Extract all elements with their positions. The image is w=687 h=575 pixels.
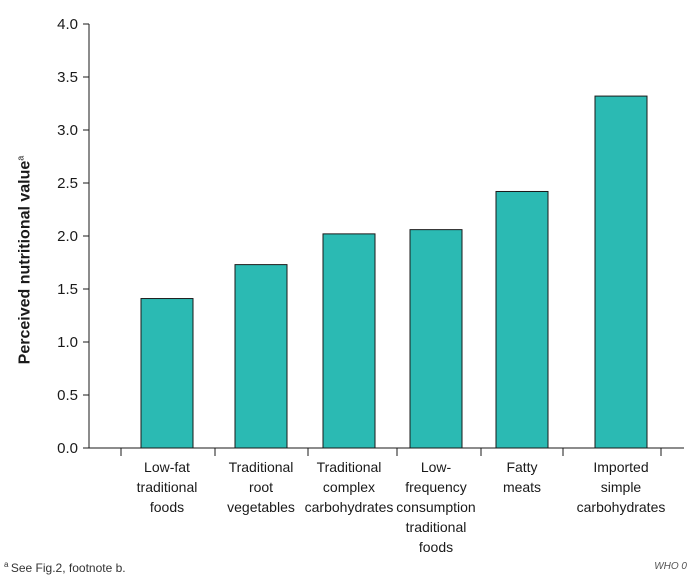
y-tick-label: 1.0: [57, 334, 78, 351]
footnote-text: See Fig.2, footnote b.: [10, 561, 126, 575]
x-tick-label-line: Fatty: [506, 459, 537, 475]
y-tick-label: 3.0: [57, 122, 78, 139]
y-tick-label: 1.5: [57, 281, 78, 298]
x-tick-label-line: Low-fat: [144, 459, 190, 475]
y-tick-label: 2.5: [57, 175, 78, 192]
x-tick-labels: Low-fat traditional foods Traditional root ve…: [137, 459, 666, 555]
bar: [140, 298, 194, 449]
bar: [234, 264, 288, 449]
y-axis-title-footnote-marker: a: [15, 155, 26, 161]
y-tick-label: 0.5: [57, 387, 78, 404]
x-tick-label-line: Traditional: [317, 459, 382, 475]
y-tick-label: 3.5: [57, 69, 78, 86]
x-tick-label-line: traditional: [406, 519, 467, 535]
x-tick-label-line: simple: [601, 479, 642, 495]
x-tick-label-line: carbohydrates: [305, 499, 394, 515]
x-tick-label-line: foods: [150, 499, 184, 515]
x-tick-label-line: Low-: [421, 459, 452, 475]
x-tick-label: Low-frequency consumption traditional foods: [396, 459, 475, 555]
x-tick-label-line: root: [249, 479, 273, 495]
y-axis-title: Perceived nutritional valuea: [14, 156, 36, 365]
y-axis: 0.0 0.5 1.0 1.5 2.0 2.5 3.0 3.5 4.0: [57, 16, 90, 457]
bars: [140, 95, 648, 449]
x-tick-label-line: foods: [419, 539, 453, 555]
y-tick-label: 0.0: [57, 440, 78, 457]
x-tick-label-line: Imported: [593, 459, 648, 475]
x-tick-label: Imported simple carbohydrates: [577, 459, 666, 515]
x-tick-label-line: meats: [503, 479, 541, 495]
footnote-marker: a: [4, 560, 9, 569]
x-tick-label-line: complex: [323, 479, 375, 495]
x-tick-label-line: carbohydrates: [577, 499, 666, 515]
bar: [594, 95, 648, 449]
x-tick-label-line: frequency: [405, 479, 466, 495]
x-tick-label: Low-fat traditional foods: [137, 459, 198, 515]
footnote: a See Fig.2, footnote b.: [4, 560, 126, 575]
x-tick-label: Fatty meats: [503, 459, 541, 495]
x-tick-label-line: Traditional: [229, 459, 294, 475]
x-tick-label: Traditional complex carbohydrates: [305, 459, 394, 515]
credit-text: WHO 0: [654, 561, 687, 572]
y-axis-title-text: Perceived nutritional value: [16, 160, 34, 365]
bar: [322, 233, 376, 449]
y-tick-label: 2.0: [57, 228, 78, 245]
bar: [495, 190, 549, 449]
x-tick-label-line: vegetables: [227, 499, 295, 515]
x-tick-label: Traditional root vegetables: [227, 459, 295, 515]
x-tick-label-line: traditional: [137, 479, 198, 495]
y-tick-label: 4.0: [57, 16, 78, 33]
x-tick-label-line: consumption: [396, 499, 475, 515]
x-axis: [89, 447, 684, 456]
bar: [409, 229, 463, 449]
